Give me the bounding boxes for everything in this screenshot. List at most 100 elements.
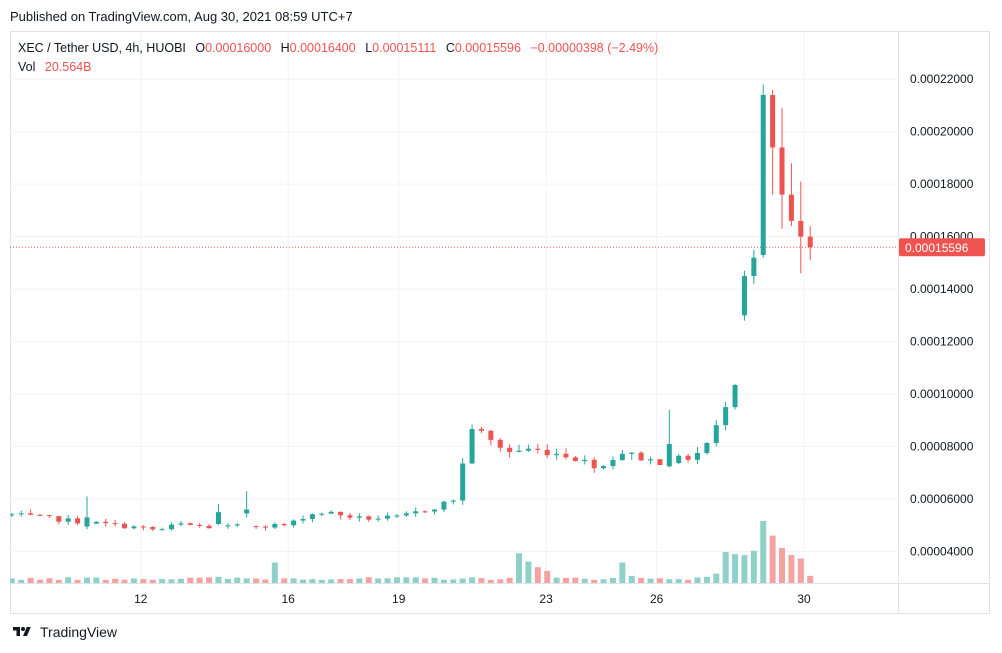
volume-bar <box>328 579 335 583</box>
volume-bar <box>741 555 748 583</box>
candle-body <box>610 460 616 467</box>
volume-bar <box>788 555 795 583</box>
candle <box>356 513 362 522</box>
chart-legend: XEC / Tether USD, 4h, HUOBI O0.00016000 … <box>18 39 658 77</box>
published-caption: Published on TradingView.com, Aug 30, 20… <box>10 9 353 24</box>
candle <box>291 519 297 528</box>
y-tick-label: 0.00022000 <box>910 72 974 86</box>
candle-body <box>751 257 757 277</box>
candle <box>338 511 344 520</box>
candle-body <box>338 511 344 516</box>
x-tick-label: 16 <box>282 592 296 606</box>
time-axis[interactable]: 12 16 19 23 26 30 <box>10 583 990 607</box>
volume-bar <box>337 579 344 583</box>
candle <box>206 524 212 529</box>
candle-body <box>572 457 578 462</box>
candle-body <box>601 466 607 469</box>
volume-bar <box>253 578 260 583</box>
candle-body <box>225 525 231 527</box>
candle <box>629 452 635 460</box>
candle-body <box>788 194 794 221</box>
candle-body <box>272 524 278 528</box>
candle-body <box>422 511 428 513</box>
candle <box>28 509 34 516</box>
candle <box>215 504 221 526</box>
volume-bar <box>750 550 757 583</box>
candle-body <box>291 520 297 526</box>
candle-body <box>544 449 550 456</box>
candle <box>150 526 156 532</box>
price-chart[interactable]: 0.00004000 0.00006000 0.00008000 0.00010000… <box>10 31 990 614</box>
volume-bar <box>215 576 222 583</box>
candle <box>84 496 90 530</box>
volume-bar <box>647 578 654 583</box>
legend-ohlc-row: XEC / Tether USD, 4h, HUOBI O0.00016000 … <box>18 39 658 58</box>
candle-body <box>300 518 306 521</box>
candle <box>469 424 475 465</box>
y-tick-label: 0.00010000 <box>910 387 974 401</box>
candle-body <box>328 511 334 514</box>
candle-body <box>131 526 137 529</box>
candle <box>197 522 203 528</box>
price-axis[interactable]: 0.00004000 0.00006000 0.00008000 0.00010000… <box>898 31 974 614</box>
candle <box>366 515 372 522</box>
candle-body <box>582 459 588 462</box>
candle <box>431 508 437 515</box>
candle-body <box>770 94 776 148</box>
candle-body <box>215 512 221 524</box>
volume-bar <box>121 579 128 583</box>
candle <box>140 525 146 531</box>
candle <box>685 453 691 463</box>
candle-body <box>554 453 560 456</box>
candle-body <box>84 517 90 527</box>
volume-bar <box>412 577 419 583</box>
volume-bar <box>130 578 137 583</box>
volume-bar <box>666 579 673 583</box>
candle-body <box>112 523 118 525</box>
volume-bar <box>497 579 504 583</box>
candle-body <box>103 521 109 524</box>
tradingview-brand-text: TradingView <box>40 624 118 640</box>
volume-bar <box>487 579 494 583</box>
candle <box>422 510 428 514</box>
volume-bar <box>27 577 34 583</box>
volume-bar <box>562 577 569 583</box>
y-tick-label: 0.00012000 <box>910 335 974 349</box>
y-tick-label: 0.00020000 <box>910 125 974 139</box>
candle <box>441 500 447 513</box>
candle <box>159 527 165 531</box>
candle <box>563 448 569 460</box>
volume-bar <box>83 577 90 583</box>
candle <box>619 449 625 461</box>
candle-body <box>798 220 804 237</box>
volume-bar <box>638 577 645 583</box>
candle-body <box>807 236 813 248</box>
volume-bar <box>140 578 147 583</box>
volume-bar <box>55 579 62 583</box>
tradingview-brand[interactable]: TradingView <box>10 624 117 640</box>
candle <box>760 84 766 258</box>
candle <box>103 518 109 527</box>
candle <box>10 513 15 518</box>
volume-bar <box>694 577 701 583</box>
candle <box>601 465 607 470</box>
candle-body <box>197 524 203 526</box>
candle <box>572 456 578 462</box>
volume-bar <box>168 579 175 583</box>
candle-body <box>356 516 362 518</box>
candle <box>638 451 644 461</box>
volume-bar <box>375 578 382 583</box>
volume-bar <box>732 554 739 583</box>
legend-symbol: XEC / Tether USD, 4h, HUOBI <box>18 41 186 55</box>
last-price-badge <box>899 238 985 257</box>
candle <box>328 510 334 514</box>
volume-bar <box>149 579 156 583</box>
candle <box>375 515 381 522</box>
candle <box>704 441 710 455</box>
candle-body <box>75 518 81 524</box>
volume-bar <box>713 573 720 583</box>
candle-body <box>122 523 128 529</box>
chart-frame <box>10 31 990 614</box>
candle <box>544 444 550 459</box>
candle <box>779 108 785 229</box>
